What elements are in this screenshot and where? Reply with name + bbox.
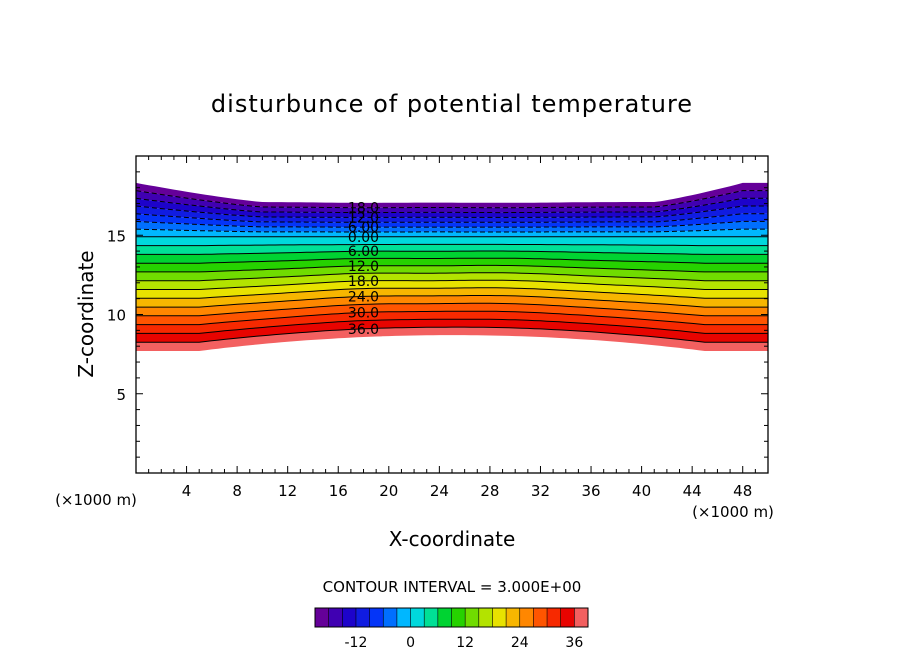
x-tick-labels: 4 8 12 16 20 24 28 32 36 40 44 48 (182, 482, 752, 500)
colorbar-cell (492, 608, 507, 627)
contour-label: 6.00 (348, 220, 379, 236)
x-tick-label: 16 (329, 482, 348, 500)
colorbar-cell (533, 608, 548, 627)
x-tick-label: 8 (232, 482, 242, 500)
contour-line (135, 205, 768, 218)
colorbar-cell (424, 608, 439, 627)
y-axis-label: Z-coordinate (74, 250, 98, 377)
colorbar-cell (437, 608, 452, 627)
colorbar-cell (315, 608, 329, 627)
x-tick-label: 44 (683, 482, 702, 500)
contour-band (136, 221, 768, 232)
colorbar-tick-label: 12 (456, 635, 474, 651)
contour-line (136, 250, 768, 255)
contour-line (136, 295, 768, 308)
colorbar-cells (315, 608, 589, 627)
colorbar-cell (574, 608, 589, 627)
contour-line (135, 220, 768, 228)
x-tick-label: 36 (581, 482, 600, 500)
contour-line (136, 272, 768, 282)
contour-band (136, 206, 768, 223)
contour-band (136, 244, 768, 255)
colorbar-cell (410, 608, 425, 627)
x-tick-label: 28 (480, 482, 499, 500)
colorbar-cell (396, 608, 411, 627)
contour-band (136, 265, 768, 281)
contour-line (135, 213, 768, 223)
y-tick-label: 5 (116, 386, 126, 404)
colorbar: -12 0 12 24 36 (314, 607, 589, 651)
contour-line (135, 190, 768, 209)
contour-band (136, 213, 768, 228)
contour-label: 18.0 (348, 274, 379, 290)
contour-band (136, 229, 768, 237)
colorbar-tick-label: -12 (345, 635, 368, 651)
contour-band (136, 198, 768, 218)
y-tick-label: 10 (107, 307, 126, 325)
x-tick-label: 4 (182, 482, 192, 500)
x-axis-unit-right: (×1000 m) (692, 503, 774, 521)
y-tick-label: 15 (107, 227, 126, 245)
y-tick-labels: 5 10 15 (107, 227, 126, 404)
colorbar-cell (383, 608, 398, 627)
colorbar-cell (355, 608, 370, 627)
colorbar-cell (465, 608, 480, 627)
colorbar-cell (328, 608, 343, 627)
contour-label: 24.0 (348, 289, 379, 305)
contour-label: 12.0 (348, 210, 379, 226)
x-axis-label: X-coordinate (389, 527, 516, 551)
contour-lines (135, 190, 768, 343)
contour-label: 30.0 (348, 305, 379, 321)
contour-label: 0.00 (348, 230, 379, 246)
colorbar-tick-label: 0 (406, 635, 415, 651)
contour-line (136, 243, 768, 247)
colorbar-cell (519, 608, 534, 627)
plot-area: 18.012.06.000.006.0012.018.024.030.036.0… (107, 155, 769, 500)
contour-line (135, 197, 768, 214)
colorbar-frame (314, 607, 589, 628)
contour-line (136, 257, 768, 264)
contour-band (136, 236, 768, 246)
contour-label: 6.00 (348, 244, 379, 260)
contour-line (136, 326, 768, 343)
contour-label: 12.0 (348, 259, 379, 275)
contour-band (136, 327, 768, 351)
x-tick-label: 48 (733, 482, 752, 500)
contour-band (136, 311, 768, 334)
axis-ticks (135, 155, 769, 474)
contour-label: 18.0 (348, 201, 379, 217)
colorbar-cell (547, 608, 561, 627)
colorbar-cell (478, 608, 493, 627)
contour-line (136, 310, 768, 326)
colorbar-tick-label: 36 (565, 635, 583, 651)
contour-bands (136, 182, 768, 351)
chart-title: disturbunce of potential temperature (211, 90, 693, 118)
contour-line (135, 228, 768, 233)
colorbar-ticks: -12 0 12 24 36 (345, 635, 584, 651)
contour-band (136, 182, 768, 208)
contour-line (136, 279, 768, 290)
x-axis-unit-left: (×1000 m) (55, 491, 137, 509)
x-tick-label: 24 (430, 482, 449, 500)
colorbar-cell (451, 608, 466, 627)
x-tick-label: 20 (379, 482, 398, 500)
contour-interval-label: CONTOUR INTERVAL = 3.000E+00 (323, 578, 582, 596)
x-tick-label: 32 (531, 482, 550, 500)
colorbar-cell (506, 608, 521, 627)
colorbar-cell (342, 608, 357, 627)
x-tick-label: 12 (278, 482, 297, 500)
colorbar-tick-label: 24 (511, 635, 529, 651)
contour-line (136, 264, 768, 273)
contour-line (136, 302, 768, 317)
x-tick-label: 40 (632, 482, 651, 500)
contour-line (136, 287, 768, 299)
contour-label: 36.0 (348, 322, 379, 338)
contour-line (136, 318, 768, 334)
colorbar-cell (560, 608, 575, 627)
colorbar-cell (369, 608, 384, 627)
